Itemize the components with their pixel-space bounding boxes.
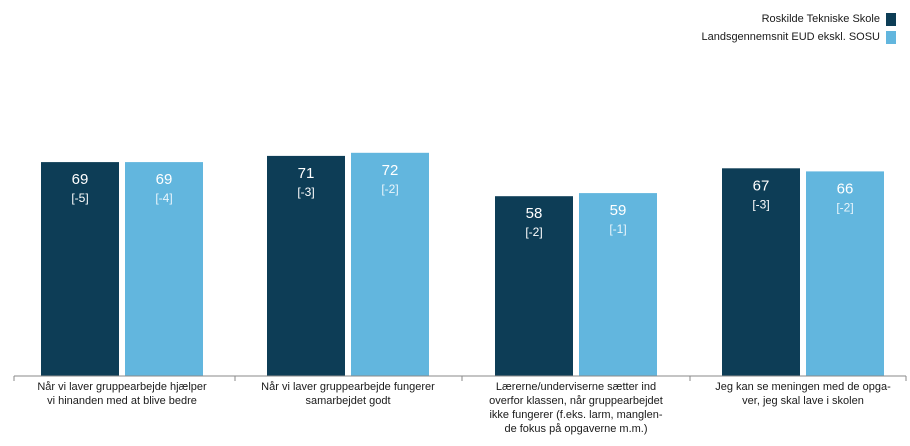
value-label-s1-c0: 69: [156, 171, 173, 188]
legend-swatch-roskilde: [886, 12, 896, 26]
diff-label-s0-c0: [-5]: [71, 191, 88, 205]
category-label-0: Når vi laver gruppearbejde hjælper vi hi…: [37, 381, 207, 407]
value-label-s0-c2: 58: [526, 205, 543, 222]
bar-s0-c3: [722, 168, 800, 376]
legend-label-landsgennemsnit: Landsgennemsnit EUD ekskl. SOSU: [701, 31, 880, 43]
value-label-s0-c1: 71: [298, 165, 315, 182]
legend: Roskilde Tekniske Skole Landsgennemsnit …: [701, 10, 896, 46]
bar-s0-c0: [41, 162, 119, 376]
value-label-s1-c3: 66: [837, 180, 854, 197]
legend-label-roskilde: Roskilde Tekniske Skole: [761, 13, 880, 25]
bar-s1-c1: [351, 152, 429, 376]
category-label-3: Jeg kan se meningen med de opga- ver, je…: [715, 381, 891, 407]
diff-label-s1-c3: [-2]: [836, 200, 853, 214]
bar-s1-c2: [579, 193, 657, 376]
legend-item-roskilde: Roskilde Tekniske Skole: [701, 10, 896, 28]
value-label-s1-c1: 72: [382, 162, 399, 179]
diff-label-s1-c1: [-2]: [381, 182, 398, 196]
diff-label-s0-c1: [-3]: [297, 185, 314, 199]
bar-s0-c2: [495, 196, 573, 376]
value-label-s0-c0: 69: [72, 171, 89, 188]
legend-swatch-landsgennemsnit: [886, 30, 896, 44]
diff-label-s1-c0: [-4]: [155, 191, 172, 205]
category-label-2: Lærerne/underviserne sætter ind overfor …: [489, 381, 663, 435]
legend-item-landsgennemsnit: Landsgennemsnit EUD ekskl. SOSU: [701, 28, 896, 46]
diff-label-s1-c2: [-1]: [609, 222, 626, 236]
diff-label-s0-c3: [-3]: [752, 197, 769, 211]
bar-s1-c0: [125, 162, 203, 376]
diff-label-s0-c2: [-2]: [525, 225, 542, 239]
value-label-s1-c2: 59: [610, 202, 627, 219]
category-label-1: Når vi laver gruppearbejde fungerer sama…: [261, 381, 435, 407]
bar-s0-c1: [267, 155, 345, 376]
value-label-s0-c3: 67: [753, 177, 770, 194]
bar-s1-c3: [806, 171, 884, 376]
